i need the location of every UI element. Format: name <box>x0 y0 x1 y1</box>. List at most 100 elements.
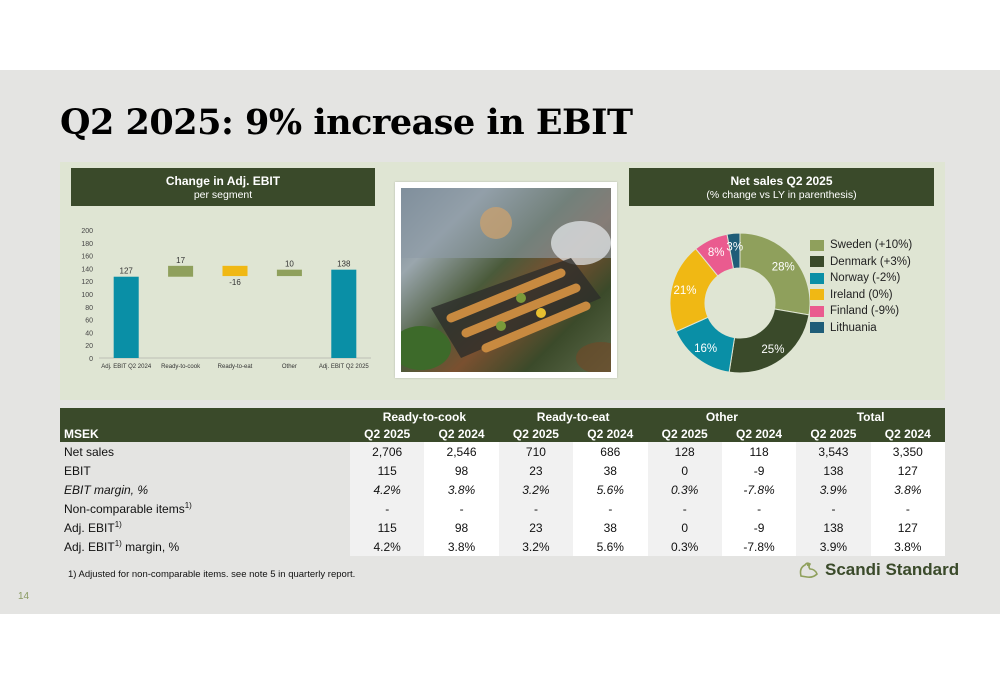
waterfall-bar <box>276 269 302 277</box>
donut-data-label: 25% <box>761 344 784 356</box>
table-cell: - <box>721 499 797 518</box>
table-row: Adj. EBIT1) margin, % 4.2% 3.8% 3.2% 5.6% 0.3… <box>60 537 945 556</box>
footnote-marker: 1) <box>184 501 192 510</box>
legend-item-ireland: Ireland (0%) <box>810 287 912 304</box>
y-tick-label: 20 <box>85 343 93 350</box>
legend-swatch <box>810 289 824 301</box>
group-header-ready-to-eat: Ready-to-eat <box>498 408 648 425</box>
company-logo: Scandi Standard <box>797 560 959 580</box>
food-photo-frame <box>395 182 617 378</box>
period-header: Q2 2025 <box>796 425 871 442</box>
legend-item-norway: Norway (-2%) <box>810 270 912 287</box>
table-cell: 3.8% <box>870 480 945 499</box>
legend-swatch <box>810 322 824 334</box>
table-cell: - <box>350 499 425 518</box>
legend-swatch <box>810 272 824 284</box>
row-label-suffix: margin, % <box>121 540 180 554</box>
bar-data-label: 10 <box>285 260 294 269</box>
y-tick-label: 120 <box>81 279 93 286</box>
y-tick-label: 80 <box>85 305 93 312</box>
legend-label: Ireland (0%) <box>830 288 893 301</box>
table-cell: 4.2% <box>350 537 425 556</box>
row-label-text: Adj. EBIT <box>64 521 115 535</box>
table-cell: 23 <box>498 518 574 537</box>
table-cell: 3.2% <box>498 480 574 499</box>
table-row: EBIT 115 98 23 38 0 -9 138 127 <box>60 461 945 480</box>
legend-label: Denmark (+3%) <box>830 255 911 268</box>
table-cell: 3.8% <box>870 537 945 556</box>
ebit-chart-subtitle: per segment <box>193 189 253 201</box>
x-category-label: Ready-to-cook <box>161 364 201 370</box>
period-header: Q2 2024 <box>870 425 945 442</box>
table-cell: 3,350 <box>870 442 945 461</box>
table-cell: - <box>647 499 722 518</box>
bar-data-label: 138 <box>337 260 351 269</box>
x-category-label: Other <box>282 364 297 370</box>
x-category-label: Ready-to-eat <box>218 364 253 370</box>
group-header-total: Total <box>796 408 945 425</box>
y-tick-label: 180 <box>81 241 93 248</box>
table-cell: 686 <box>573 442 648 461</box>
table-header-blank <box>60 408 350 425</box>
donut-slice <box>739 232 811 316</box>
donut-legend: Sweden (+10%) Denmark (+3%) Norway (-2%)… <box>810 237 912 336</box>
x-category-label: Adj. EBIT Q2 2025 <box>319 364 370 370</box>
bar-data-label: 127 <box>120 267 134 276</box>
group-header-ready-to-cook: Ready-to-cook <box>350 408 499 425</box>
table-cell: - <box>870 499 945 518</box>
legend-swatch <box>810 256 824 268</box>
table-cell: 138 <box>796 461 871 480</box>
waterfall-bar <box>331 269 357 358</box>
donut-slice <box>726 232 741 270</box>
table-cell: 3.9% <box>796 537 871 556</box>
y-tick-label: 160 <box>81 254 93 261</box>
table-row: EBIT margin, % 4.2% 3.8% 3.2% 5.6% 0.3% -7.8% 3… <box>60 480 945 499</box>
legend-swatch <box>810 305 824 317</box>
table-cell: 115 <box>350 461 425 480</box>
unit-label: MSEK <box>60 425 350 442</box>
group-header-other: Other <box>647 408 797 425</box>
ebit-waterfall-svg: 0 20 40 60 80 100 120 140 160 180 200 127 Adj. EBIT … <box>81 228 371 370</box>
table-cell: 23 <box>498 461 574 480</box>
donut-data-label: 3% <box>726 242 743 254</box>
net-sales-donut-chart: 28% 25% 16% 21% 8% 3% <box>669 232 811 374</box>
row-label-text: Non-comparable items <box>64 502 185 516</box>
donut-data-label: 21% <box>674 285 697 297</box>
row-label: Non-comparable items1) <box>60 499 350 518</box>
ebit-chart-title: Change in Adj. EBIT <box>165 174 281 188</box>
donut-data-label: 8% <box>708 247 725 259</box>
table-cell: 98 <box>424 518 499 537</box>
table-cell: 710 <box>498 442 574 461</box>
row-label: EBIT <box>60 461 350 480</box>
table-cell: 3.8% <box>424 537 499 556</box>
y-tick-label: 140 <box>81 266 93 273</box>
table-cell: 127 <box>870 461 945 480</box>
legend-item-sweden: Sweden (+10%) <box>810 237 912 254</box>
y-tick-label: 40 <box>85 330 93 337</box>
x-category-label: Adj. EBIT Q2 2024 <box>101 364 152 370</box>
period-header: Q2 2025 <box>350 425 425 442</box>
legend-item-finland: Finland (-9%) <box>810 303 912 320</box>
table-cell: 2,706 <box>350 442 425 461</box>
bar-data-label: -16 <box>229 278 241 287</box>
table-cell: 98 <box>424 461 499 480</box>
rooster-logo-icon <box>799 562 818 578</box>
ebit-chart-header: Change in Adj. EBIT per segment <box>71 168 375 206</box>
table-cell: 38 <box>573 518 648 537</box>
footnote: 1) Adjusted for non-comparable items. se… <box>68 569 356 580</box>
table-cell: 127 <box>870 518 945 537</box>
table-cell: 0.3% <box>647 537 722 556</box>
table-cell: 5.6% <box>573 537 648 556</box>
row-label: Net sales <box>60 442 350 461</box>
period-header: Q2 2025 <box>647 425 722 442</box>
financial-table: Ready-to-cook Ready-to-eat Other Total M… <box>60 408 945 556</box>
table-cell: 3.8% <box>424 480 499 499</box>
table-cell: 3.2% <box>498 537 574 556</box>
legend-swatch <box>810 239 824 251</box>
y-tick-label: 60 <box>85 318 93 325</box>
period-header: Q2 2024 <box>424 425 499 442</box>
bar-data-label: 17 <box>176 256 185 265</box>
waterfall-bar <box>222 265 248 277</box>
net-sales-subtitle: (% change vs LY in parenthesis) <box>706 189 857 201</box>
y-tick-label: 200 <box>81 228 93 235</box>
